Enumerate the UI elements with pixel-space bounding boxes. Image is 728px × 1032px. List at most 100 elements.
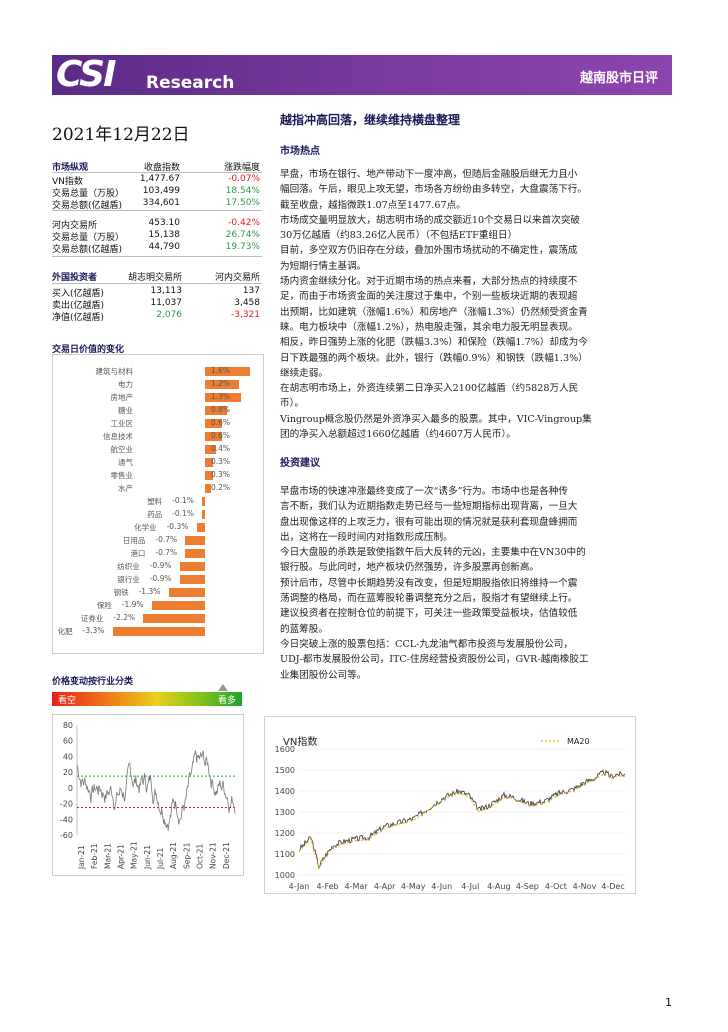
market-row-label: 交易总额(亿越盾): [52, 201, 123, 211]
market-row-value: 1,477.67: [139, 174, 180, 184]
sector-bar-value: -1.9%: [121, 600, 144, 609]
article-line: Vingroup概念股仍然是外资净买入最多的股票。其中，VIC-Vingroup…: [280, 413, 592, 425]
sector-category-label: 化肥: [57, 627, 73, 636]
article-line: 30万亿越盾（约83.26亿人民币）（不包括ETF重组日）: [280, 230, 518, 242]
sector-bar-value: -0.9%: [149, 574, 172, 583]
change-header: 涨跌幅度: [223, 163, 260, 173]
sector-bar-value: -2.2%: [113, 613, 136, 622]
sector-category-label: 日用品: [122, 536, 146, 545]
article-line: 相反，昨日强势上涨的化肥（跌幅3.3%）和保险（跌幅1.7%）却成为今: [280, 337, 588, 349]
y-tick-label: -60: [60, 831, 73, 840]
market-header: 市场纵观: [52, 163, 89, 173]
market-row-change: 18.54%: [225, 186, 260, 196]
hot-section-body: 早盘，市场在银行、地产带动下一度冲高，但随后金融股后继无力且小 幅回落。午后，眼见…: [280, 167, 680, 442]
sector-category-label: 塑料: [147, 497, 163, 506]
y-tick-label: -20: [60, 800, 73, 809]
foreign-row-hose: 2,076: [156, 310, 182, 320]
market-row: 交易总量（万股） 103,499 18.54%: [52, 186, 262, 199]
sector-bar: [205, 484, 211, 493]
y-tick-label: 1200: [275, 829, 295, 838]
market-overview-table: 市场纵观 收盘指数 涨跌幅度 VN指数 1,477.67 -0.07% 交易总量（万股…: [52, 160, 262, 260]
hnx-header: 河内交易所: [214, 273, 260, 283]
article-line: 场内资金继续分化。对于近期市场的热点来看，大部分热点的持续度不: [280, 276, 578, 288]
sector-bar: [168, 588, 205, 597]
sector-bar-value: 0.8%: [211, 405, 231, 414]
breadth-marker-area: [52, 684, 242, 691]
sector-bar-value: 0.3%: [211, 470, 231, 479]
sector-category-label: 证券业: [80, 614, 104, 623]
csi-logo: CSI: [56, 54, 116, 95]
x-tick-label: 4-Sep: [516, 882, 539, 891]
y-tick-label: 0: [68, 784, 73, 793]
sector-bar: [185, 549, 205, 558]
x-tick-label: 4-Jan: [289, 882, 310, 891]
x-tick-label: May-21: [130, 841, 139, 869]
market-row-change: 17.50%: [225, 198, 260, 208]
foreign-investor-table: 外国投资者 胡志明交易所 河内交易所 买入(亿越盾) 13,113 137 卖出(亿越…: [52, 270, 262, 326]
article-line: 的蓝筹股。: [280, 623, 328, 635]
foreign-row: 净值(亿越盾) 2,076 -3,321: [52, 310, 262, 323]
x-tick-label: Jun-21: [143, 845, 152, 870]
breadth-line-chart: 80 60 40 20 0 -20 -40 -60 Jan-21 Feb-21 Mar-21 Apr-…: [52, 714, 244, 876]
article-line: 幅回落。午后，眼见上攻无望，市场各方纷纷由多转空，大盘震荡下行。: [280, 184, 587, 196]
sector-category-label: 纺织业: [117, 562, 140, 571]
article-line: 建议投资者在控制仓位的前提下，可关注一些政策受益板块，估值较低: [280, 608, 578, 620]
sector-bar: [179, 562, 205, 571]
y-tick-label: 1300: [275, 808, 295, 817]
sector-category-label: 钢铁: [113, 588, 129, 597]
market-row-value: 44,790: [148, 242, 181, 252]
sector-bar: [112, 627, 205, 636]
sector-category-label: 信息技术: [103, 432, 133, 441]
article-line: UDJ-都市发展股份公司，ITC-住房经营投资股份公司，GVR-越南橡胶工: [280, 654, 589, 666]
market-row-change: -0.07%: [228, 174, 260, 184]
report-date: 2021年12月22日: [52, 125, 190, 145]
x-tick-label: Mar-21: [103, 843, 112, 869]
sector-bar-value: -0.3%: [166, 522, 189, 531]
x-tick-label: 4-Nov: [573, 882, 597, 891]
sector-category-label: 药品: [147, 510, 163, 519]
market-row-label: 交易总量（万股）: [52, 233, 125, 243]
sector-category-label: 化学业: [134, 523, 157, 532]
advice-section-body: 早盘市场的快速冲涨最终变成了一次“诱多”行为。市场中也是各种传 言不断，我们认为近…: [280, 484, 680, 683]
market-row-change: 26.74%: [225, 230, 260, 240]
sector-bar: [179, 575, 205, 584]
table-divider: [52, 210, 262, 211]
breadth-series-line: [76, 750, 236, 831]
breadth-gradient-bar: 看空 看多: [52, 692, 242, 706]
breadth-title: 价格变动按行业分类: [52, 677, 134, 687]
x-tick-label: 4-Feb: [316, 882, 338, 891]
foreign-row-label: 买入(亿越盾): [52, 289, 105, 299]
x-tick-label: 4-May: [401, 882, 426, 891]
sector-category-label: 糖业: [118, 406, 133, 415]
sector-bar: [205, 419, 222, 428]
sector-bar: [151, 601, 205, 610]
market-row-value: 334,601: [142, 198, 180, 208]
article-line: 在胡志明市场上，外资连续第二日净买入2100亿越盾（约5828万人民: [280, 383, 579, 395]
sector-category-label: 航空业: [110, 445, 134, 454]
x-tick-label: Dec-21: [222, 842, 231, 869]
foreign-row-hose: 13,113: [150, 286, 183, 296]
x-tick-label: 4-Mar: [345, 882, 369, 891]
bull-label: 看多: [217, 696, 236, 706]
sector-bar-value: -0.7%: [155, 548, 178, 557]
y-tick-label: -40: [60, 815, 73, 824]
sector-bar: [205, 393, 242, 402]
article-line: 市场成交量明显放大，胡志明市场的成交额近10个交易日以来首次突破: [280, 214, 581, 226]
article-line: 今日大盘股的杀跌是致使指数午后大反转的元凶，主要集中在VN30中的: [280, 547, 586, 559]
hose-header: 胡志明交易所: [127, 273, 182, 283]
x-tick-label: Sep-21: [182, 842, 191, 869]
market-row-label: 河内交易所: [52, 221, 98, 231]
article-line: 截至收盘，越指微跌1.07点至1477.67点。: [280, 199, 466, 211]
page-number: 1: [665, 996, 672, 1009]
sector-bar: [205, 380, 239, 389]
article-line: 继续走弱。: [280, 367, 328, 379]
market-row: 交易总额(亿越盾) 44,790 19.73%: [52, 242, 262, 255]
market-row-label: 交易总量（万股）: [52, 189, 125, 199]
article-line: 银行股。与此同时，地产板块仍然强势，许多股票再创新高。: [280, 562, 540, 574]
market-row-change: -0.42%: [228, 218, 260, 228]
market-row-label: VN指数: [52, 177, 83, 187]
foreign-row: 卖出(亿越盾) 11,037 3,458: [52, 298, 262, 311]
market-header-row: 市场纵观 收盘指数 涨跌幅度: [52, 160, 262, 173]
table-divider: [52, 256, 262, 257]
x-tick-label: Oct-21: [195, 844, 204, 869]
